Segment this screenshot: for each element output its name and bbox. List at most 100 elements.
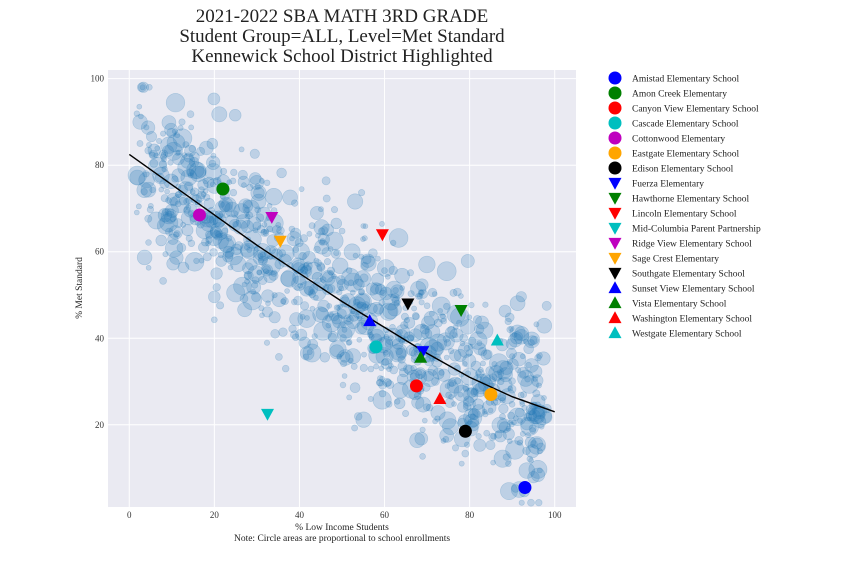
legend-marker	[608, 116, 622, 130]
school-point	[345, 267, 353, 274]
legend-label: Sage Crest Elementary	[632, 255, 719, 265]
school-point	[360, 253, 376, 268]
school-point	[443, 339, 452, 347]
school-point	[146, 84, 153, 91]
school-point	[268, 311, 281, 324]
school-point	[424, 355, 431, 362]
school-point	[313, 294, 319, 301]
school-point	[168, 225, 183, 240]
school-point	[294, 285, 300, 291]
school-point	[355, 411, 372, 428]
school-point	[129, 169, 146, 186]
school-point	[221, 197, 237, 213]
school-point	[527, 335, 538, 346]
school-point	[259, 312, 265, 319]
school-point	[526, 455, 533, 463]
school-point	[347, 296, 367, 315]
grid-lines	[108, 70, 576, 507]
school-point	[163, 173, 179, 190]
school-point	[322, 283, 334, 295]
school-point	[520, 391, 527, 398]
school-point	[313, 245, 321, 254]
legend-marker	[608, 161, 622, 175]
legend: Amistad Elementary School Amon Creek Elem…	[608, 71, 761, 340]
legend-label: Eastgate Elementary School	[632, 150, 739, 160]
school-point	[290, 227, 302, 239]
school-point	[392, 287, 399, 294]
school-point	[183, 206, 191, 214]
legend-label: Edison Elementary School	[632, 165, 734, 175]
school-point	[299, 281, 315, 297]
axis-ticks: 0 20 40 60 80 100 20 40 60 80 100	[91, 74, 562, 520]
school-point	[411, 395, 425, 409]
school-point	[210, 152, 217, 159]
school-point	[172, 128, 193, 148]
school-point	[336, 303, 353, 320]
school-point	[253, 243, 272, 262]
school-point	[442, 418, 459, 436]
school-point	[463, 387, 479, 403]
school-point	[504, 317, 512, 326]
school-point	[300, 301, 310, 311]
school-point	[490, 433, 497, 440]
school-point	[482, 301, 489, 308]
school-point	[480, 360, 486, 367]
school-point	[203, 198, 215, 210]
school-point	[454, 377, 462, 385]
school-point	[250, 184, 267, 201]
school-point	[203, 176, 215, 188]
school-point	[336, 289, 343, 296]
school-point	[437, 368, 451, 382]
legend-label: Washington Elementary School	[632, 315, 752, 325]
school-point	[159, 213, 179, 233]
school-point	[496, 376, 513, 393]
school-point	[502, 453, 510, 461]
school-point	[244, 213, 251, 220]
school-point	[162, 211, 169, 218]
school-point	[147, 211, 166, 230]
school-point	[485, 440, 496, 450]
school-point	[467, 419, 473, 425]
school-point	[505, 425, 512, 432]
school-point	[144, 214, 153, 223]
school-point	[266, 225, 274, 233]
school-point	[177, 157, 197, 177]
school-point	[528, 459, 548, 479]
school-point	[378, 380, 387, 390]
school-point	[307, 338, 319, 350]
school-point	[257, 225, 266, 234]
school-point	[448, 381, 455, 388]
school-point	[447, 325, 456, 334]
school-point	[449, 349, 462, 362]
school-point	[205, 236, 213, 244]
legend-label: Sunset View Elementary School	[632, 285, 755, 295]
school-point	[511, 419, 517, 426]
school-point	[209, 248, 218, 257]
school-point	[265, 188, 283, 206]
school-point	[476, 340, 483, 346]
school-point	[470, 413, 476, 420]
school-point	[491, 416, 508, 434]
school-point	[411, 305, 417, 312]
school-point	[243, 230, 262, 249]
school-point	[244, 270, 254, 281]
school-point	[188, 145, 197, 153]
school-point	[373, 363, 380, 370]
school-point	[172, 152, 185, 166]
school-point	[536, 442, 546, 452]
school-point	[212, 230, 222, 240]
school-point	[516, 439, 524, 446]
legend-marker	[608, 296, 622, 309]
school-point	[337, 320, 356, 339]
school-point	[139, 84, 146, 91]
school-point	[164, 203, 179, 218]
school-point	[336, 278, 349, 291]
school-point	[395, 324, 410, 340]
school-point	[135, 203, 142, 210]
school-point	[222, 245, 235, 258]
school-point	[204, 163, 223, 181]
highlighted-school-marker	[518, 481, 532, 495]
school-point	[417, 373, 423, 380]
school-point	[376, 259, 395, 277]
school-point	[239, 240, 259, 260]
